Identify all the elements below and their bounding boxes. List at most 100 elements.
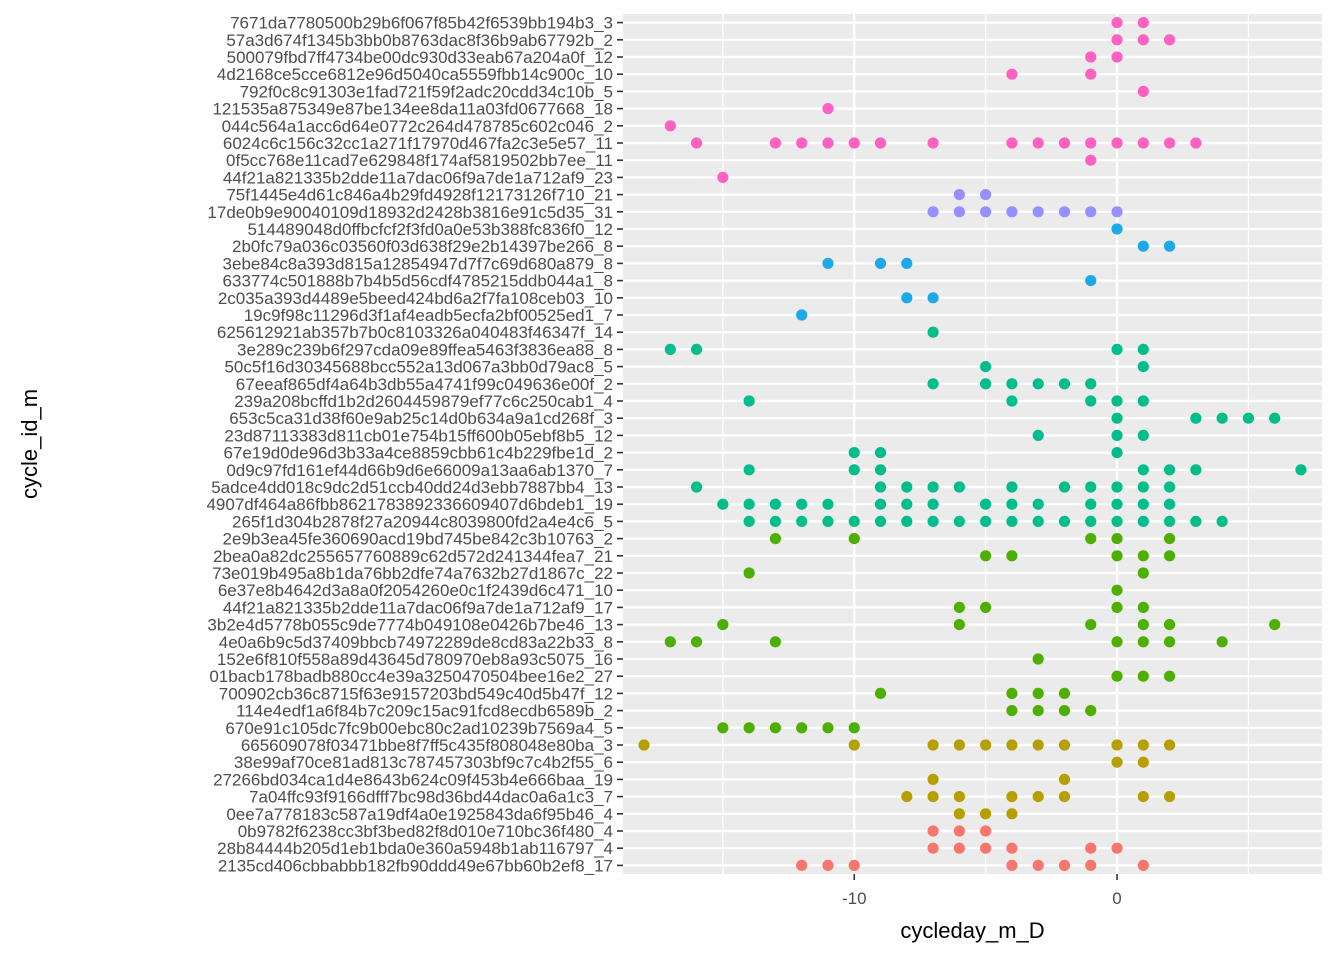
data-point — [1032, 137, 1044, 149]
data-point — [1032, 378, 1044, 390]
y-tick-label: 114e4edf1a6f84b7c209c15ac91fcd8ecdb6589b… — [236, 702, 613, 721]
data-point — [1006, 68, 1018, 80]
data-point — [1216, 636, 1228, 648]
data-point — [980, 498, 992, 510]
data-point — [822, 859, 834, 872]
data-point — [1111, 223, 1123, 235]
data-point — [1085, 842, 1097, 854]
data-point — [1006, 498, 1018, 510]
y-tick-label: 01bacb178badb880cc4e39a3250470504bee16e2… — [209, 667, 613, 686]
data-point — [927, 791, 939, 803]
data-point — [769, 498, 782, 510]
data-point — [1058, 206, 1071, 218]
y-tick-label: 514489048d0ffbcfcf2f3fd0a0e53b388fc836f0… — [247, 220, 613, 239]
data-point — [1085, 275, 1097, 287]
data-point — [1085, 154, 1097, 166]
data-point — [1111, 636, 1123, 648]
data-point — [980, 206, 992, 218]
data-point — [874, 498, 887, 510]
data-point — [1085, 206, 1097, 218]
data-point — [953, 825, 965, 837]
data-point — [796, 722, 808, 734]
data-point — [1058, 687, 1071, 700]
data-point — [1006, 791, 1018, 803]
data-point — [1111, 739, 1123, 751]
data-point — [1006, 395, 1018, 407]
data-point — [1006, 137, 1018, 149]
major-gridlines — [623, 14, 1322, 874]
y-tick-label: 67eeaf865df4a64b3db55a4741f99c049636e00f… — [236, 375, 613, 394]
data-point — [1137, 85, 1149, 97]
y-tick-label: 27266bd034ca1d4e8643b624c09f453b4e666baa… — [213, 770, 613, 789]
data-point — [1137, 343, 1149, 355]
data-point — [1111, 447, 1123, 459]
data-point — [743, 498, 755, 510]
data-point — [927, 498, 939, 510]
data-point — [1111, 498, 1123, 510]
data-point — [1163, 240, 1176, 252]
data-point — [927, 773, 939, 786]
x-tick-label: 0 — [1112, 889, 1121, 908]
y-tick-label: 3e289c239b6f297cda09e89ffea5463f3836ea88… — [237, 340, 613, 359]
data-point — [901, 292, 913, 304]
y-tick-label: 4907df464a86fbb8621783892336609407d6bdeb… — [206, 495, 613, 514]
data-point — [1216, 412, 1228, 424]
data-point — [1085, 481, 1097, 493]
data-point — [822, 498, 834, 510]
data-point — [1137, 670, 1149, 682]
data-point — [690, 481, 703, 493]
data-point — [874, 137, 887, 149]
data-point — [953, 791, 965, 803]
data-point — [848, 447, 860, 459]
data-point — [796, 859, 808, 872]
data-points — [638, 17, 1307, 872]
data-point — [822, 103, 834, 115]
data-point — [1137, 756, 1149, 768]
data-point — [717, 722, 729, 734]
data-point — [1085, 515, 1097, 528]
data-point — [1111, 756, 1123, 768]
data-point — [1163, 619, 1176, 631]
data-point — [1058, 859, 1071, 872]
y-tick-label: 665609078f03471bbe8f7ff5c435f808048e80ba… — [241, 736, 613, 755]
data-point — [1163, 791, 1176, 803]
data-point — [690, 636, 703, 648]
data-point — [980, 739, 992, 751]
data-point — [1006, 687, 1018, 700]
data-point — [874, 257, 887, 269]
data-point — [874, 687, 887, 700]
data-point — [664, 636, 676, 648]
data-point — [1006, 515, 1018, 528]
y-axis: 7671da7780500b29b6f067f85b42f6539bb194b3… — [206, 14, 623, 875]
data-point — [743, 464, 755, 476]
data-point — [848, 515, 860, 528]
y-tick-label: 2b0fc79a036c03560f03d638f29e2b14397be266… — [232, 237, 613, 256]
data-point — [1111, 206, 1123, 218]
data-point — [1137, 17, 1149, 29]
data-point — [1032, 498, 1044, 510]
data-point — [1269, 412, 1281, 424]
data-point — [901, 498, 913, 510]
data-point — [901, 515, 913, 528]
data-point — [1032, 791, 1044, 803]
data-point — [1163, 137, 1176, 149]
data-point — [1111, 584, 1123, 596]
x-axis-title: cycleday_m_D — [900, 918, 1044, 943]
data-point — [1190, 464, 1202, 476]
data-point — [1058, 481, 1071, 493]
y-tick-label: 239a208bcffd1b2d2604459879ef77c6c250cab1… — [234, 392, 613, 411]
y-tick-label: 44f21a821335b2dde11a7dac06f9a7de1a712af9… — [223, 168, 613, 187]
y-tick-label: 633774c501888b7b4b5d56cdf4785215ddb044a1… — [223, 272, 613, 291]
data-point — [1111, 34, 1123, 46]
data-point — [717, 498, 729, 510]
data-point — [953, 601, 965, 614]
data-point — [1085, 533, 1097, 545]
data-point — [796, 498, 808, 510]
y-tick-label: 4e0a6b9c5d37409bbcb74972289de8cd83a22b33… — [219, 633, 613, 652]
data-point — [690, 137, 703, 149]
y-tick-label: 670e91c105dc7fc9b00ebc80c2ad10239b7569a4… — [225, 719, 613, 738]
y-tick-label: 2bea0a82dc255657760889c62d572d241344fea7… — [213, 547, 613, 566]
data-point — [1137, 567, 1149, 579]
y-tick-label: 7a04ffc93f9166dfff7bc98d36bd44dac0a6a1c3… — [249, 788, 613, 807]
data-point — [1137, 34, 1149, 46]
